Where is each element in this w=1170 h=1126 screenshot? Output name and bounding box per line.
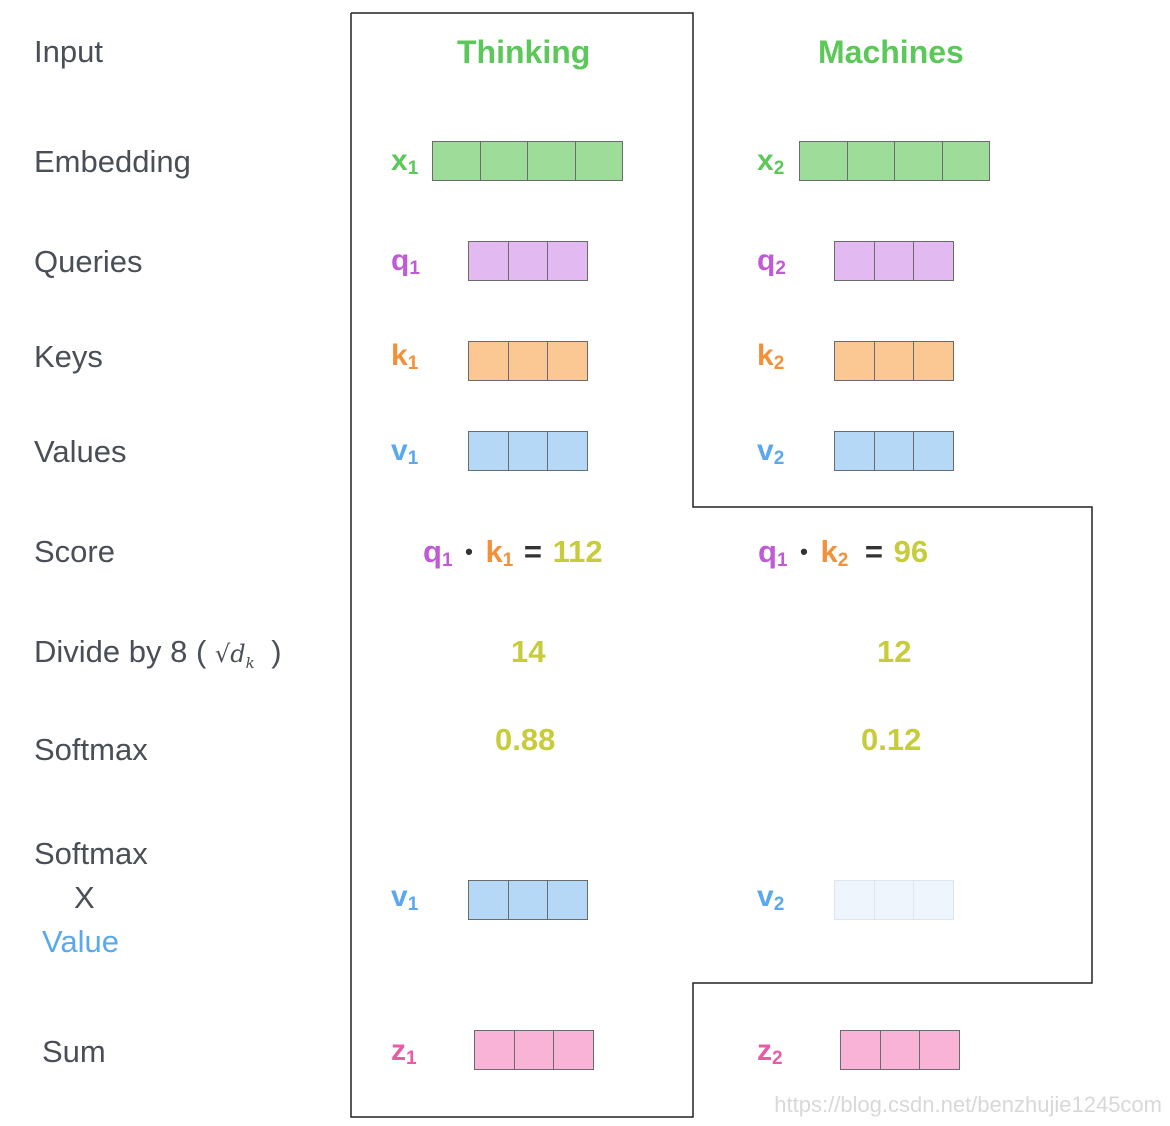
embedding-vector-2	[799, 141, 990, 181]
score-equation-2: q1 • k2 = 96	[758, 534, 929, 571]
label-values: Values	[34, 434, 127, 469]
query-vector-1	[468, 241, 588, 281]
symbol-weighted-v1: v1	[391, 880, 419, 915]
label-input: Input	[34, 34, 103, 69]
symbol-x2: x2	[757, 144, 785, 179]
label-score: Score	[34, 534, 115, 569]
divided-value-1: 14	[511, 634, 546, 669]
divided-value-2: 12	[877, 634, 912, 669]
symbol-z1: z1	[391, 1034, 417, 1069]
symbol-q1: q1	[391, 244, 420, 279]
weighted-value-vector-1	[468, 880, 588, 920]
score-value-1: 112	[552, 534, 603, 569]
label-divide: Divide by 8 ( √dk )	[34, 634, 282, 672]
watermark: https://blog.csdn.net/benzhujie1245com	[774, 1092, 1162, 1117]
label-softmax-x-value-1: Softmax	[34, 836, 148, 871]
value-vector-1	[468, 431, 588, 471]
key-vector-1	[468, 341, 588, 381]
label-divide-text: Divide by 8 (	[34, 634, 207, 669]
label-keys: Keys	[34, 339, 103, 374]
query-vector-2	[834, 241, 954, 281]
label-sum: Sum	[42, 1034, 106, 1069]
label-softmax-x-value-2: X	[74, 880, 95, 915]
symbol-v1: v1	[391, 434, 419, 469]
output-vector-2	[840, 1030, 960, 1070]
softmax-value-2: 0.12	[861, 722, 922, 757]
label-embedding: Embedding	[34, 144, 191, 179]
score-value-2: 96	[893, 534, 929, 569]
weighted-value-vector-2	[834, 880, 954, 920]
symbol-z2: z2	[757, 1034, 783, 1069]
label-divide-close: )	[271, 634, 282, 669]
output-vector-1	[474, 1030, 594, 1070]
symbol-x1: x1	[391, 144, 419, 179]
symbol-weighted-v2: v2	[757, 880, 785, 915]
word-machines: Machines	[818, 34, 964, 70]
label-softmax-x-value-3: Value	[42, 924, 119, 959]
symbol-v2: v2	[757, 434, 785, 469]
symbol-k1: k1	[391, 339, 419, 374]
embedding-vector-1	[432, 141, 623, 181]
sqrt-dk: √dk	[214, 640, 255, 672]
symbol-q2: q2	[757, 244, 786, 279]
softmax-value-1: 0.88	[495, 722, 556, 757]
word-thinking: Thinking	[457, 34, 591, 70]
label-softmax: Softmax	[34, 732, 148, 767]
value-vector-2	[834, 431, 954, 471]
score-equation-1: q1 • k1 = 112	[423, 534, 603, 571]
key-vector-2	[834, 341, 954, 381]
symbol-k2: k2	[757, 339, 785, 374]
label-queries: Queries	[34, 244, 143, 279]
